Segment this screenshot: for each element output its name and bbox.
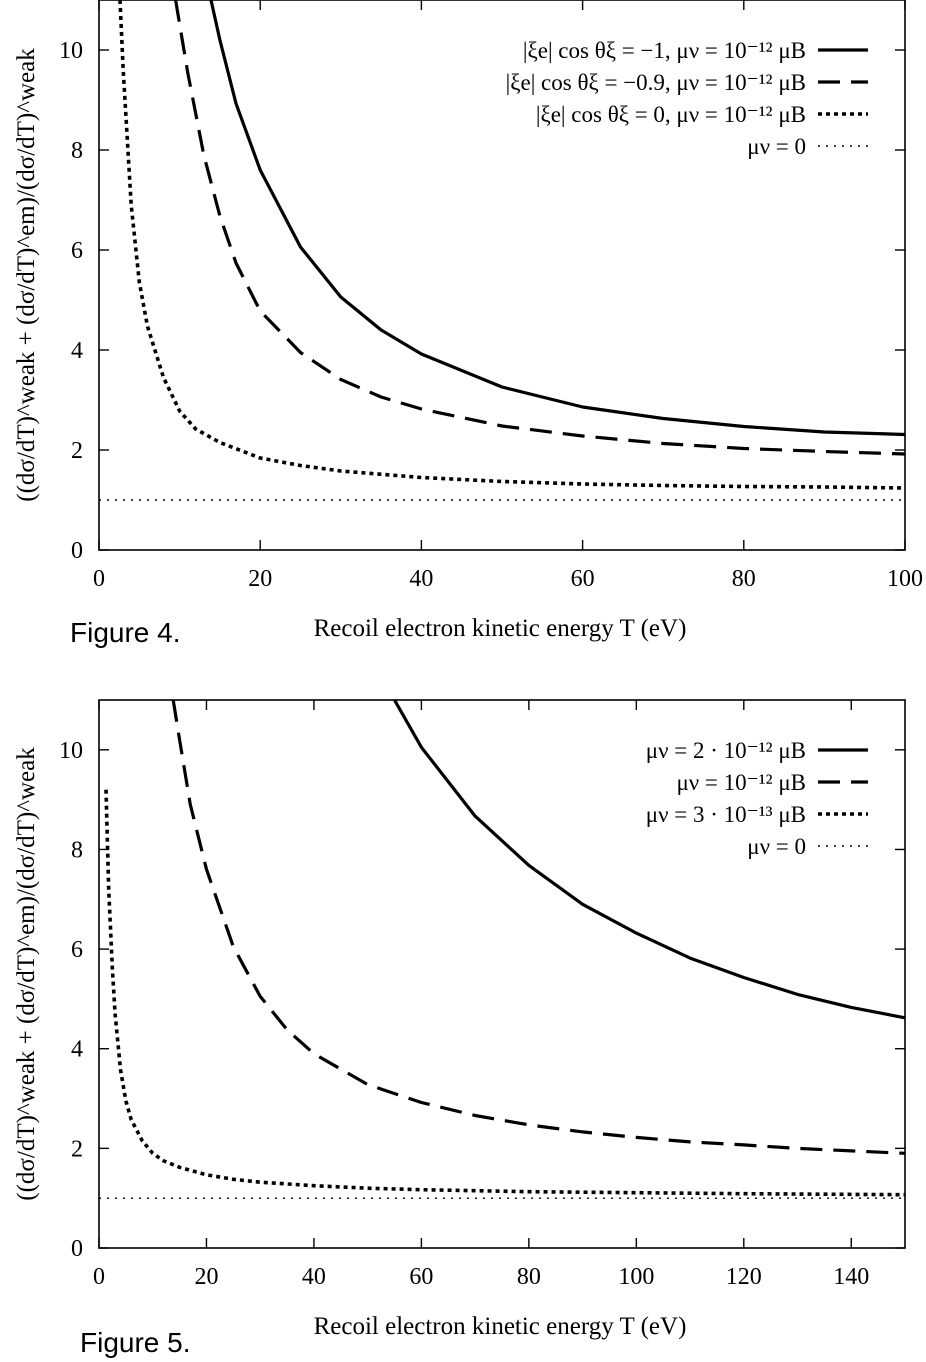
- fig5-x-tick-label: 120: [726, 1264, 762, 1290]
- fig5-legend-label: μν = 10⁻¹² μB: [676, 770, 806, 795]
- fig4-legend-label: μν = 0: [747, 134, 806, 159]
- fig5-y-tick-label: 4: [71, 1037, 83, 1063]
- fig4-x-tick-label: 20: [248, 566, 272, 592]
- fig4-y-tick-label: 0: [71, 538, 83, 564]
- fig4-series-line-solid: [209, 0, 906, 437]
- figure-5-legend: μν = 2 · 10⁻¹² μB μν = 10⁻¹² μB μν = 3 · 1…: [646, 738, 868, 859]
- fig4-y-tick-label: 2: [71, 438, 83, 464]
- fig5-series-line-solid: [393, 699, 906, 1020]
- fig4-y-tick-label: 10: [59, 38, 83, 64]
- fig5-series-line-dotted: [104, 789, 906, 1197]
- fig5-x-tick-label: 100: [618, 1264, 654, 1290]
- figure-4-panel: 0 20 40 60 80 100 0 2 4 6 8 10 |ξe| cos θξ = −1, μν…: [0, 0, 926, 680]
- fig5-x-axis-label: Recoil electron kinetic energy T (eV): [314, 1313, 687, 1340]
- fig5-x-tick-label: 0: [93, 1264, 105, 1290]
- fig4-y-tick-label: 4: [71, 338, 83, 364]
- fig5-y-tick-label: 8: [71, 837, 83, 863]
- fig4-x-tick-label: 100: [887, 566, 923, 592]
- fig4-x-tick-label: 80: [732, 566, 756, 592]
- fig4-plot-frame: [98, 0, 906, 551]
- fig4-y-tick-label: 8: [71, 138, 83, 164]
- fig4-x-tick-label: 40: [409, 566, 433, 592]
- fig5-x-tick-label: 60: [409, 1264, 433, 1290]
- figure-5-chart: 0 20 40 60 80 100 120 140 0 2 4 6 8 10 μν = 2 · 10⁻¹²…: [13, 699, 906, 1358]
- fig4-legend-label: |ξe| cos θξ = −0.9, μν = 10⁻¹² μB: [506, 70, 806, 95]
- fig4-series-line-dotted: [118, 0, 906, 490]
- fig4-legend-label: |ξe| cos θξ = −1, μν = 10⁻¹² μB: [523, 38, 806, 63]
- fig5-legend-label: μν = 3 · 10⁻¹³ μB: [646, 802, 806, 827]
- fig5-series-line-dashed: [171, 699, 906, 1155]
- fig5-x-tick-label: 40: [302, 1264, 326, 1290]
- fig5-y-tick-label: 2: [71, 1136, 83, 1162]
- fig5-x-tick-label: 80: [517, 1264, 541, 1290]
- fig4-caption: Figure 4.: [70, 617, 181, 648]
- fig4-series-line-dashed: [174, 0, 906, 456]
- fig5-caption: Figure 5.: [80, 1327, 191, 1358]
- figure-4-legend: |ξe| cos θξ = −1, μν = 10⁻¹² μB |ξe| cos …: [506, 38, 868, 159]
- fig5-y-tick-label: 0: [71, 1236, 83, 1262]
- fig4-y-axis-label: ((dσ/dT)^weak + (dσ/dT)^em)/(dσ/dT)^weak: [13, 48, 40, 502]
- fig4-legend-label: |ξe| cos θξ = 0, μν = 10⁻¹² μB: [536, 102, 806, 127]
- fig5-y-axis-label: ((dσ/dT)^weak + (dσ/dT)^em)/(dσ/dT)^weak: [13, 747, 40, 1201]
- fig5-plot-frame: [98, 699, 906, 1249]
- fig5-y-tick-label: 6: [71, 937, 83, 963]
- fig4-x-axis-label: Recoil electron kinetic energy T (eV): [314, 615, 687, 642]
- fig5-legend-label: μν = 0: [747, 834, 806, 859]
- fig5-x-tick-label: 20: [194, 1264, 218, 1290]
- fig5-legend-label: μν = 2 · 10⁻¹² μB: [646, 738, 806, 763]
- fig5-y-tick-label: 10: [59, 738, 83, 764]
- fig4-x-tick-label: 60: [571, 566, 595, 592]
- fig4-y-tick-label: 6: [71, 238, 83, 264]
- fig5-x-tick-label: 140: [833, 1264, 869, 1290]
- figure-4-chart: 0 20 40 60 80 100 0 2 4 6 8 10 |ξe| cos θξ = −1, μν…: [13, 0, 923, 648]
- figure-5-panel: 0 20 40 60 80 100 120 140 0 2 4 6 8 10 μν = 2 · 10⁻¹²…: [0, 680, 926, 1362]
- fig4-x-tick-label: 0: [93, 566, 105, 592]
